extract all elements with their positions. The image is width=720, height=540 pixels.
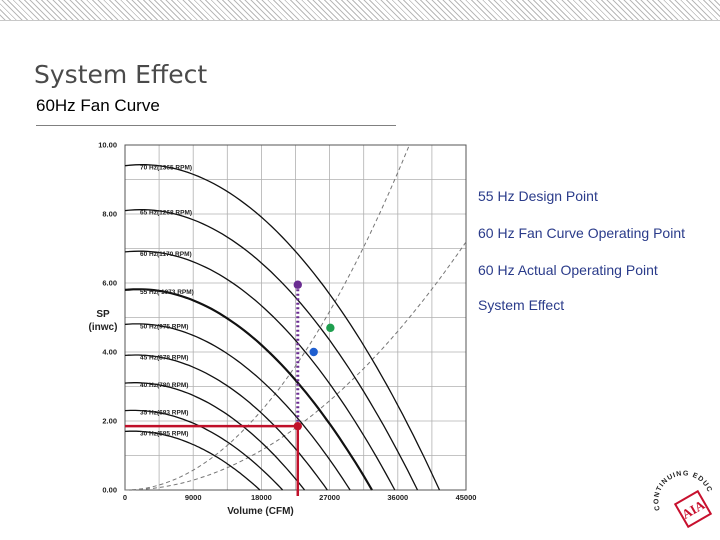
x-tick-label: 27000 xyxy=(319,493,340,502)
y-axis-title: (inwc) xyxy=(89,322,118,333)
callout-system-effect: System Effect xyxy=(478,297,565,313)
fan-curve-label: 30 Hz(585 RPM) xyxy=(140,430,188,437)
y-tick-label: 8.00 xyxy=(102,210,117,219)
fan-curve-label: 60 Hz(1170 RPM) xyxy=(140,251,192,258)
slide-title: System Effect xyxy=(34,60,208,89)
fan-curve xyxy=(124,164,441,491)
fan-curve xyxy=(124,409,284,491)
fan-curve-label: 65 Hz(1268 RPM) xyxy=(140,210,192,217)
fan-curve-label: 35 Hz(683 RPM) xyxy=(140,410,188,417)
x-tick-label: 0 xyxy=(123,493,127,502)
fan-curve xyxy=(124,382,306,491)
fan-curve xyxy=(124,323,351,491)
x-tick-label: 45000 xyxy=(456,493,477,502)
y-tick-label: 4.00 xyxy=(102,348,117,357)
x-tick-label: 36000 xyxy=(387,493,408,502)
fan-curve-label: 50 Hz(975 RPM) xyxy=(140,323,188,330)
callout-design-point: 55 Hz Design Point xyxy=(478,188,598,204)
fan-curve xyxy=(124,250,396,491)
operating-point-marker xyxy=(293,421,302,431)
y-tick-label: 10.00 xyxy=(98,141,117,150)
y-axis-title: SP xyxy=(96,309,110,320)
fan-curve xyxy=(124,430,261,491)
fan-curve-label: 55 Hz( 1073 RPM) xyxy=(140,289,194,296)
x-tick-label: 9000 xyxy=(185,493,202,502)
aia-continuing-education-logo: CONTINUING EDUCATION AIA xyxy=(650,466,713,529)
slide-subtitle: 60Hz Fan Curve xyxy=(36,96,160,115)
fan-curve xyxy=(124,209,419,491)
y-tick-label: 0.00 xyxy=(102,486,117,495)
fan-curve-chart: 70 Hz(1365 RPM) 65 Hz(1268 RPM) 60 Hz(1170… xyxy=(89,141,477,518)
x-tick-label: 18000 xyxy=(251,493,272,502)
x-axis-title: Volume (CFM) xyxy=(227,506,293,517)
title-divider xyxy=(36,125,396,126)
fan-curves: 70 Hz(1365 RPM) 65 Hz(1268 RPM) 60 Hz(1170… xyxy=(124,164,441,491)
fan-curve-label: 45 Hz(878 RPM) xyxy=(140,354,188,361)
y-tick-label: 2.00 xyxy=(102,417,117,426)
decorative-top-band xyxy=(0,0,720,21)
y-tick-label: 6.00 xyxy=(102,279,117,288)
fan-curve xyxy=(124,354,328,491)
operating-point-marker xyxy=(293,280,302,289)
operating-point-marker xyxy=(309,347,318,357)
callout-fan-curve-operating-point: 60 Hz Fan Curve Operating Point xyxy=(478,225,685,241)
annotation-layer xyxy=(125,280,335,496)
chart-axes: 0.00 2.00 4.00 6.00 8.00 10.00 0 9000 18000 27000… xyxy=(89,141,477,518)
operating-point-marker xyxy=(326,323,335,333)
fan-curve-label: 70 Hz(1365 RPM) xyxy=(140,165,192,172)
fan-curve xyxy=(124,288,373,491)
fan-curve-label: 40 Hz(780 RPM) xyxy=(140,382,188,389)
callout-actual-operating-point: 60 Hz Actual Operating Point xyxy=(478,262,658,278)
plot-frame xyxy=(124,144,467,491)
